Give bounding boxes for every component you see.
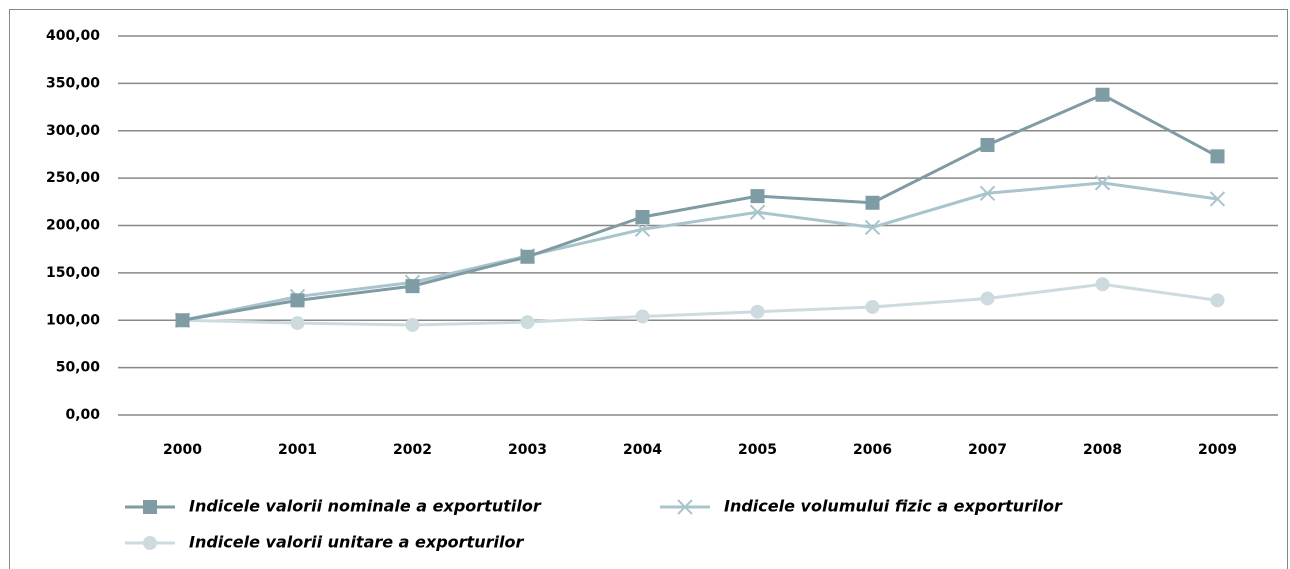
marker — [635, 309, 650, 324]
y-tick-label: 100,00 — [46, 312, 100, 328]
series-line — [182, 93, 1219, 322]
chart-border — [9, 9, 1288, 569]
y-tick-label: 250,00 — [46, 170, 100, 186]
marker — [405, 279, 420, 294]
legend-marker — [677, 499, 693, 515]
y-tick-label: 50,00 — [56, 360, 101, 376]
marker — [290, 316, 305, 331]
legend-label: Indicele volumului fizic a exporturilor — [724, 497, 1063, 516]
marker — [979, 185, 996, 201]
marker — [980, 137, 995, 152]
series-line — [182, 282, 1218, 327]
marker — [980, 291, 995, 306]
x-tick-label: 2008 — [1083, 442, 1122, 458]
x-tick-label: 2002 — [393, 442, 432, 458]
marker — [634, 221, 651, 237]
x-tick-label: 2006 — [853, 442, 892, 458]
y-tick-label: 300,00 — [46, 123, 100, 139]
y-tick-label: 350,00 — [46, 75, 100, 91]
legend-label: Indicele valorii unitare a exporturilor — [189, 533, 524, 552]
marker — [865, 195, 880, 210]
marker — [635, 209, 650, 224]
marker — [1094, 175, 1111, 191]
x-tick-label: 2009 — [1198, 442, 1237, 458]
marker — [1210, 293, 1225, 308]
marker — [520, 249, 535, 264]
marker — [405, 317, 420, 332]
legend-marker — [143, 500, 157, 514]
x-tick-label: 2000 — [163, 442, 202, 458]
marker — [750, 189, 765, 204]
legend-marker — [143, 536, 157, 550]
x-tick-label: 2001 — [278, 442, 317, 458]
y-tick-label: 200,00 — [46, 218, 100, 234]
marker — [1209, 191, 1226, 207]
marker — [864, 219, 881, 236]
x-tick-label: 2007 — [968, 442, 1007, 458]
marker — [290, 293, 305, 308]
marker — [865, 299, 880, 314]
marker — [1095, 87, 1110, 102]
marker — [749, 204, 766, 220]
y-tick-label: 400,00 — [46, 28, 100, 44]
marker — [1095, 277, 1110, 292]
marker — [750, 304, 765, 319]
y-tick-label: 0,00 — [65, 407, 100, 423]
y-tick-label: 150,00 — [46, 265, 100, 281]
marker — [520, 315, 535, 330]
x-tick-label: 2004 — [623, 442, 662, 458]
series-line — [182, 181, 1218, 322]
marker — [175, 313, 190, 328]
x-tick-label: 2003 — [508, 442, 547, 458]
marker — [1210, 149, 1225, 164]
legend-label: Indicele valorii nominale a exportutilor — [189, 497, 542, 516]
x-tick-label: 2005 — [738, 442, 777, 458]
